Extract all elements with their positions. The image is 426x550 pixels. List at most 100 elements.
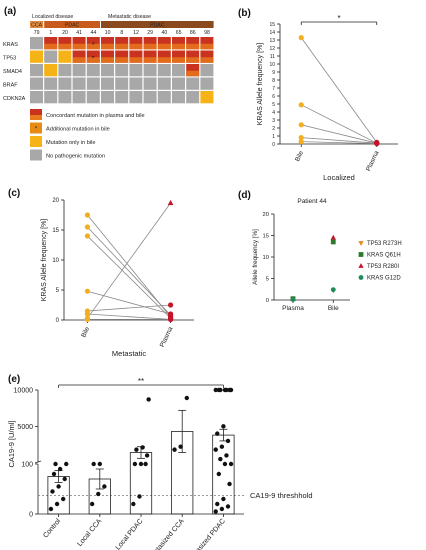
pair-line	[87, 290, 171, 315]
heatmap-cell	[72, 77, 86, 90]
legend-label: KRAS G12D	[367, 276, 401, 282]
data-point	[48, 506, 54, 512]
legend-marker	[358, 275, 364, 280]
data-point	[213, 447, 218, 452]
axis-break	[34, 460, 42, 464]
data-point	[227, 481, 232, 487]
data-point	[138, 461, 144, 467]
heatmap-cell	[157, 77, 171, 90]
patient-id: 79	[34, 30, 40, 36]
legend-asterisk: *	[35, 127, 38, 133]
data-point	[60, 496, 66, 502]
data-point	[221, 424, 226, 429]
y-tick-label: 9	[272, 70, 275, 76]
legend-marker	[358, 252, 364, 257]
heatmap-cell	[30, 91, 43, 104]
pair-line	[300, 37, 378, 143]
bile-point	[298, 139, 304, 145]
category-label-0: Bile	[80, 326, 91, 339]
category-label-2: Local PDAC	[115, 518, 145, 550]
heatmap-cell	[101, 64, 114, 77]
data-point	[228, 387, 234, 393]
heatmap-cell	[129, 64, 143, 77]
data-point	[57, 466, 63, 472]
heatmap-cell	[101, 77, 114, 90]
patient-id: 1	[49, 30, 52, 36]
heatmap-cell-gradient	[172, 43, 185, 50]
data-point	[213, 387, 218, 393]
x-axis-label: Localized	[323, 173, 355, 182]
y-tick-label: 7	[272, 86, 275, 92]
heatmap-cell-gradient	[86, 43, 100, 50]
cancer-type-label-2: PDAC	[150, 22, 165, 28]
data-point	[146, 397, 151, 402]
data-point	[219, 444, 225, 449]
pair-line	[301, 124, 377, 144]
pair-line	[301, 137, 377, 144]
gene-label: SMAD4	[3, 69, 22, 75]
y-tick-label: 15	[263, 234, 269, 240]
cancer-type-label-1: PDAC	[65, 22, 80, 28]
heatmap-cell	[44, 64, 58, 77]
heatmap-cell	[143, 91, 157, 104]
data-point	[219, 506, 225, 512]
pair-line	[301, 104, 377, 144]
cancer-type-bar-2	[101, 21, 214, 28]
y-tick-label: 15	[269, 22, 275, 28]
y-tick-label: 100	[21, 462, 33, 469]
y-tick-label: 1	[272, 134, 275, 140]
data-point	[225, 504, 231, 509]
heatmap-cell	[44, 91, 58, 104]
heatmap-cell	[86, 64, 100, 77]
patient-id: 41	[76, 30, 82, 36]
heatmap-cell-gradient	[129, 57, 143, 63]
panel-label-e: (e)	[8, 374, 20, 385]
category-label-1: Plasma	[365, 150, 381, 173]
bile-point	[84, 288, 90, 294]
heatmap-cell	[129, 91, 143, 104]
data-point	[218, 387, 223, 393]
data-point	[225, 438, 231, 444]
legend-swatch-concordant	[30, 109, 42, 120]
legend-label-additional: Additional mutation in bile	[46, 127, 110, 133]
legend-marker	[358, 263, 364, 268]
heatmap-cell-gradient	[200, 57, 214, 63]
heatmap-cell	[58, 77, 72, 90]
bile-point	[298, 35, 304, 41]
y-tick-label: 20	[52, 198, 59, 204]
heatmap-cell	[143, 77, 157, 90]
heatmap-cell-gradient	[72, 43, 86, 50]
plasma-point	[168, 302, 174, 308]
patient-id: 8	[120, 30, 123, 36]
data-point	[132, 461, 138, 467]
category-label-0: Bile	[294, 150, 305, 163]
y-tick-label: 5	[266, 277, 269, 283]
y-tick-label: 6	[272, 94, 275, 100]
heatmap-cell	[172, 77, 185, 90]
patient-id: 65	[176, 30, 182, 36]
heatmap-cell	[186, 77, 200, 90]
legend-swatch-none	[30, 149, 42, 161]
bile-point	[298, 102, 304, 108]
legend-label-concordant: Concordant mutation in plasma and bile	[46, 113, 145, 119]
panel-label-c: (c)	[8, 188, 20, 199]
data-point	[102, 484, 107, 489]
heatmap-cell	[172, 64, 185, 77]
pair-line	[87, 202, 171, 319]
heatmap-cell-gradient	[172, 57, 185, 63]
data-point	[97, 461, 103, 467]
heatmap-cell	[186, 91, 200, 104]
bile-point	[84, 224, 90, 230]
data-point	[64, 461, 69, 467]
data-point	[215, 431, 220, 436]
legend-swatch-additional	[30, 122, 42, 134]
heatmap-cell	[86, 91, 100, 104]
bile-point	[84, 233, 90, 239]
y-tick-label: 3	[272, 118, 275, 124]
pair-line	[87, 313, 171, 320]
gene-label: CDKN2A	[3, 96, 26, 102]
significance-marker: **	[138, 377, 144, 386]
category-label-1: Bile	[328, 305, 339, 312]
panel-label-b: (b)	[238, 8, 251, 19]
y-tick-label: 10	[269, 62, 275, 68]
